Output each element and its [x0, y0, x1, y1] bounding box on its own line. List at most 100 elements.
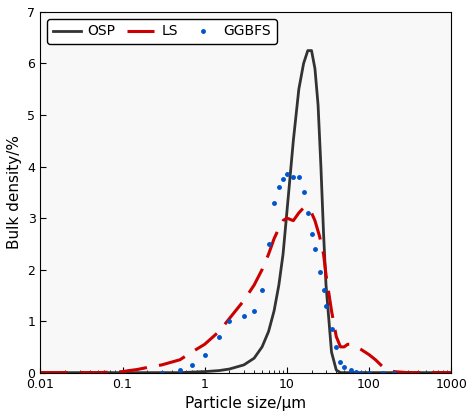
OSP [189, 370, 195, 375]
OSP [315, 102, 321, 107]
Y-axis label: Bulk density/%: Bulk density/% [7, 135, 22, 249]
Line: OSP: OSP [40, 51, 451, 372]
LS [284, 216, 290, 221]
OSP [291, 138, 296, 143]
OSP [284, 210, 290, 215]
Line: LS: LS [40, 208, 451, 372]
OSP [227, 367, 232, 372]
GGBFS [341, 365, 347, 370]
OSP [305, 48, 310, 53]
OSP [95, 370, 100, 375]
OSP [354, 370, 359, 375]
GGBFS [266, 241, 272, 246]
LS [266, 252, 272, 257]
OSP [296, 87, 301, 92]
LS [216, 329, 222, 334]
OSP [312, 66, 318, 71]
OSP [348, 370, 354, 375]
GGBFS [259, 288, 265, 293]
OSP [337, 370, 343, 375]
OSP [271, 308, 277, 314]
LS [348, 342, 354, 347]
GGBFS [323, 303, 329, 308]
OSP [134, 370, 140, 375]
OSP [145, 370, 150, 375]
OSP [391, 370, 397, 375]
LS [448, 370, 454, 375]
LS [391, 369, 397, 374]
OSP [37, 370, 43, 375]
LS [345, 342, 350, 347]
LS [301, 205, 306, 210]
LS [159, 362, 164, 367]
Line: GGBFS: GGBFS [158, 171, 397, 376]
LS [312, 218, 318, 223]
GGBFS [177, 367, 183, 372]
GGBFS [276, 185, 282, 190]
LS [333, 334, 339, 339]
GGBFS [312, 247, 318, 252]
LS [309, 210, 314, 215]
LS [95, 370, 100, 375]
OSP [321, 231, 327, 236]
LS [341, 344, 347, 349]
LS [177, 357, 183, 362]
LS [328, 308, 334, 314]
LS [276, 226, 282, 231]
GGBFS [159, 370, 164, 375]
OSP [159, 370, 164, 375]
LS [366, 352, 372, 357]
OSP [202, 369, 208, 374]
LS [259, 267, 265, 272]
LS [358, 347, 364, 352]
GGBFS [241, 314, 246, 319]
OSP [318, 164, 324, 169]
OSP [216, 368, 222, 373]
LS [251, 283, 257, 288]
GGBFS [202, 352, 208, 357]
GGBFS [296, 174, 301, 179]
GGBFS [317, 270, 322, 275]
GGBFS [227, 319, 232, 324]
OSP [328, 349, 334, 354]
OSP [341, 370, 347, 375]
GGBFS [309, 231, 314, 236]
OSP [448, 370, 454, 375]
LS [305, 205, 310, 210]
GGBFS [337, 360, 343, 365]
LS [119, 369, 125, 374]
LS [321, 252, 327, 257]
LS [424, 370, 429, 375]
GGBFS [321, 288, 327, 293]
LS [241, 298, 246, 303]
GGBFS [348, 367, 354, 372]
OSP [241, 362, 246, 367]
LS [317, 234, 322, 239]
LS [291, 218, 296, 223]
OSP [259, 344, 265, 349]
GGBFS [328, 326, 334, 331]
GGBFS [216, 334, 222, 339]
LS [134, 367, 140, 372]
GGBFS [280, 177, 286, 182]
GGBFS [189, 362, 195, 367]
OSP [280, 252, 286, 257]
GGBFS [391, 370, 397, 375]
OSP [366, 370, 372, 375]
LS [405, 370, 411, 375]
LS [37, 370, 43, 375]
LS [202, 342, 208, 347]
OSP [112, 370, 118, 375]
GGBFS [381, 370, 386, 375]
OSP [333, 367, 339, 372]
GGBFS [358, 370, 364, 375]
LS [373, 357, 378, 362]
GGBFS [291, 174, 296, 179]
LS [354, 344, 359, 349]
GGBFS [366, 370, 372, 375]
LS [126, 368, 132, 373]
GGBFS [333, 344, 339, 349]
LS [189, 349, 195, 354]
LS [145, 365, 150, 370]
LS [381, 365, 386, 370]
